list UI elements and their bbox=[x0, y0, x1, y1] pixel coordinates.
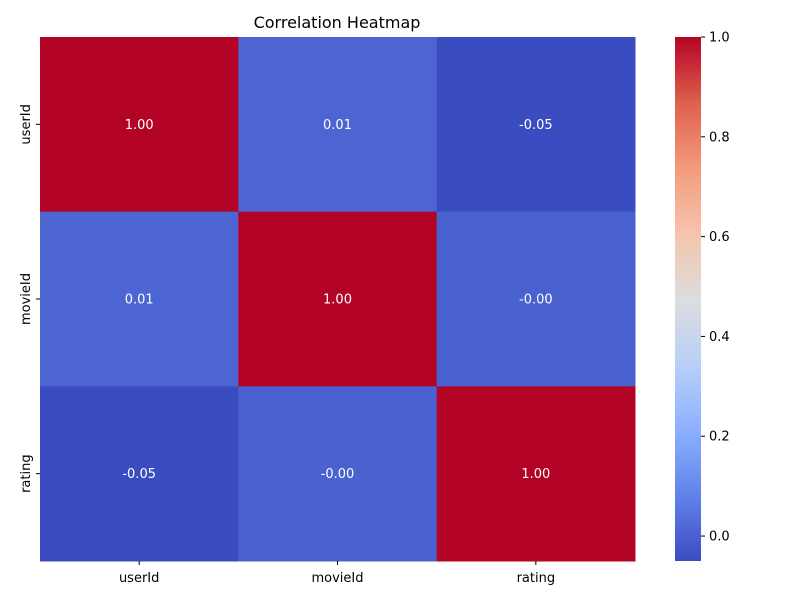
colorbar-tick-label: 0.8 bbox=[709, 130, 730, 145]
y-tick-label-userId: userId bbox=[19, 104, 34, 144]
heatmap-cell-rating-userId bbox=[40, 386, 239, 562]
cell-value-label: -0.00 bbox=[519, 293, 553, 308]
colorbar: 0.0 0.2 0.4 0.6 0.8 1.0 bbox=[675, 31, 730, 561]
heatmap-cell-rating-rating bbox=[436, 386, 636, 562]
heatmap-cell-movieId-userId bbox=[40, 211, 239, 387]
heatmap-annotations: 1.00 0.01 -0.05 0.01 1.00 -0.00 -0.05 -0.00 1.00 bbox=[122, 118, 552, 482]
cell-value-label: 0.01 bbox=[323, 118, 352, 133]
heatmap-cell-movieId-movieId bbox=[238, 211, 438, 387]
x-tick-label-userId: userId bbox=[119, 571, 159, 586]
colorbar-tick-label: 0.4 bbox=[709, 330, 730, 345]
cell-value-label: 1.00 bbox=[125, 118, 154, 133]
y-tick-label-movieId: movieId bbox=[19, 273, 34, 325]
cell-value-label: 0.01 bbox=[125, 293, 154, 308]
colorbar-tick-label: 0.6 bbox=[709, 230, 730, 245]
cell-value-label: 1.00 bbox=[323, 293, 352, 308]
heatmap-cells bbox=[40, 37, 636, 562]
colorbar-tick-label: 1.0 bbox=[709, 31, 730, 46]
x-axis: userId movieId rating bbox=[119, 561, 555, 586]
heatmap-cell-userId-userId bbox=[40, 37, 239, 213]
chart-title: Correlation Heatmap bbox=[254, 13, 421, 32]
colorbar-tick-label: 0.0 bbox=[709, 530, 730, 545]
x-tick-label-movieId: movieId bbox=[311, 571, 363, 586]
cell-value-label: -0.05 bbox=[122, 467, 156, 482]
colorbar-tick-label: 0.2 bbox=[709, 430, 730, 445]
y-tick-label-rating: rating bbox=[19, 454, 34, 493]
cell-value-label: -0.00 bbox=[321, 467, 355, 482]
x-tick-label-rating: rating bbox=[517, 571, 556, 586]
heatmap-cell-rating-movieId bbox=[238, 386, 438, 562]
heatmap-cell-movieId-rating bbox=[436, 211, 636, 387]
y-axis: userId movieId rating bbox=[19, 104, 40, 493]
cell-value-label: 1.00 bbox=[521, 467, 550, 482]
cell-value-label: -0.05 bbox=[519, 118, 553, 133]
heatmap-cell-userId-rating bbox=[436, 37, 636, 213]
heatmap-cell-userId-movieId bbox=[238, 37, 438, 213]
colorbar-gradient bbox=[675, 37, 701, 561]
